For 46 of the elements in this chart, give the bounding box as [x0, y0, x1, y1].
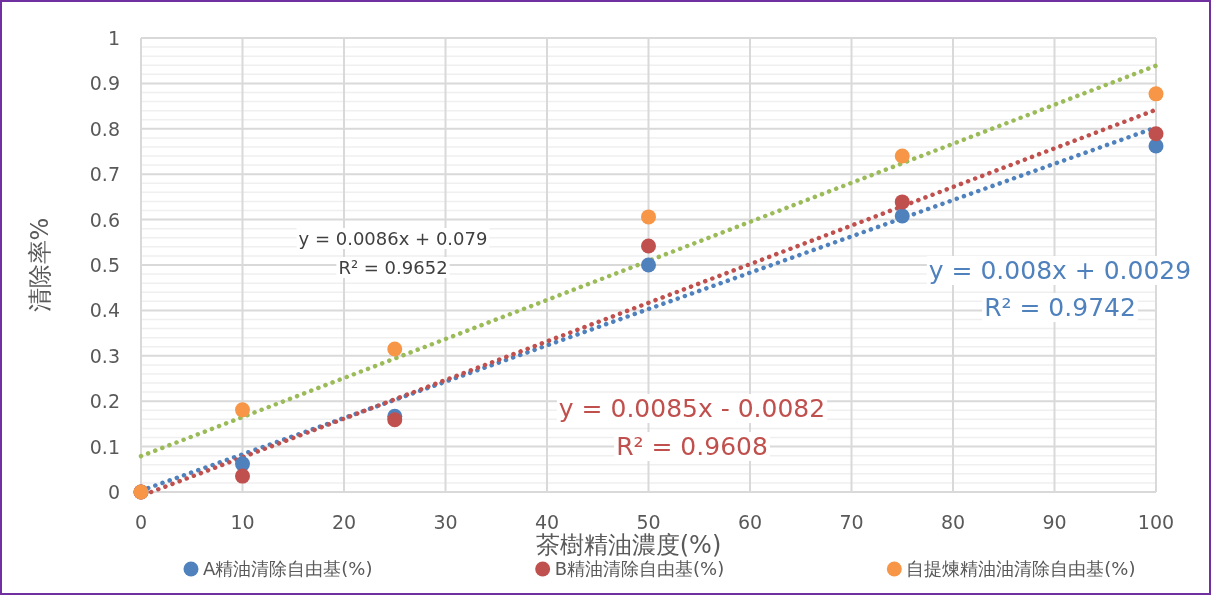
point: [894, 194, 910, 210]
y-tick-label: 0.1: [89, 435, 120, 458]
y-tick-label: 0.9: [89, 72, 120, 95]
point: [1148, 86, 1164, 102]
point: [641, 257, 656, 273]
legend-label: 自提煉精油油清除自由基(%): [906, 558, 1136, 579]
annotation: y = 0.008x + 0.0029: [928, 256, 1192, 285]
y-tick-label: 0.5: [89, 254, 120, 276]
x-tick-label: 90: [1042, 511, 1067, 533]
x-tick-label: 10: [230, 511, 255, 533]
y-tick-label: 0.2: [89, 390, 120, 413]
y-axis-title: 清除率%: [26, 217, 54, 313]
x-tick-label: 100: [1137, 511, 1175, 533]
x-tick-label: 60: [737, 511, 763, 533]
x-tick-label: 30: [433, 511, 458, 533]
x-tick-label: 0: [134, 511, 148, 533]
point: [235, 468, 250, 484]
x-tick-label: 20: [331, 511, 357, 533]
y-tick-label: 0.8: [89, 117, 120, 140]
y-tick-label: 0.7: [89, 163, 120, 186]
legend-label: B精油清除自由基(%): [554, 558, 725, 579]
point: [641, 209, 656, 225]
x-axis-title: 茶樹精油濃度(%): [535, 531, 722, 559]
point: [387, 341, 403, 357]
point: [235, 402, 250, 418]
legend-label: A精油清除自由基(%): [203, 558, 373, 579]
x-tick-label: 50: [636, 511, 661, 533]
x-tick-label: 40: [534, 511, 560, 533]
point: [387, 412, 403, 428]
annotation: y = 0.0085x - 0.0082: [558, 394, 826, 423]
x-tick-label: 70: [839, 511, 864, 533]
y-tick-label: 0.6: [89, 208, 120, 231]
point: [641, 238, 656, 254]
x-tick-label: 80: [940, 511, 966, 533]
annotation: y = 0.0086x + 0.079: [298, 228, 488, 249]
y-tick-label: 1: [107, 27, 120, 49]
y-tick-label: 0.4: [89, 299, 120, 322]
point: [1148, 126, 1164, 142]
y-tick-label: 0.3: [89, 344, 120, 367]
annotation: R² = 0.9652: [338, 257, 448, 278]
point: [894, 208, 910, 224]
point: [235, 456, 250, 472]
y-tick-label: 0: [107, 481, 120, 503]
point: [894, 148, 910, 164]
annotation: R² = 0.9742: [984, 293, 1136, 322]
annotation: R² = 0.9608: [616, 432, 768, 461]
